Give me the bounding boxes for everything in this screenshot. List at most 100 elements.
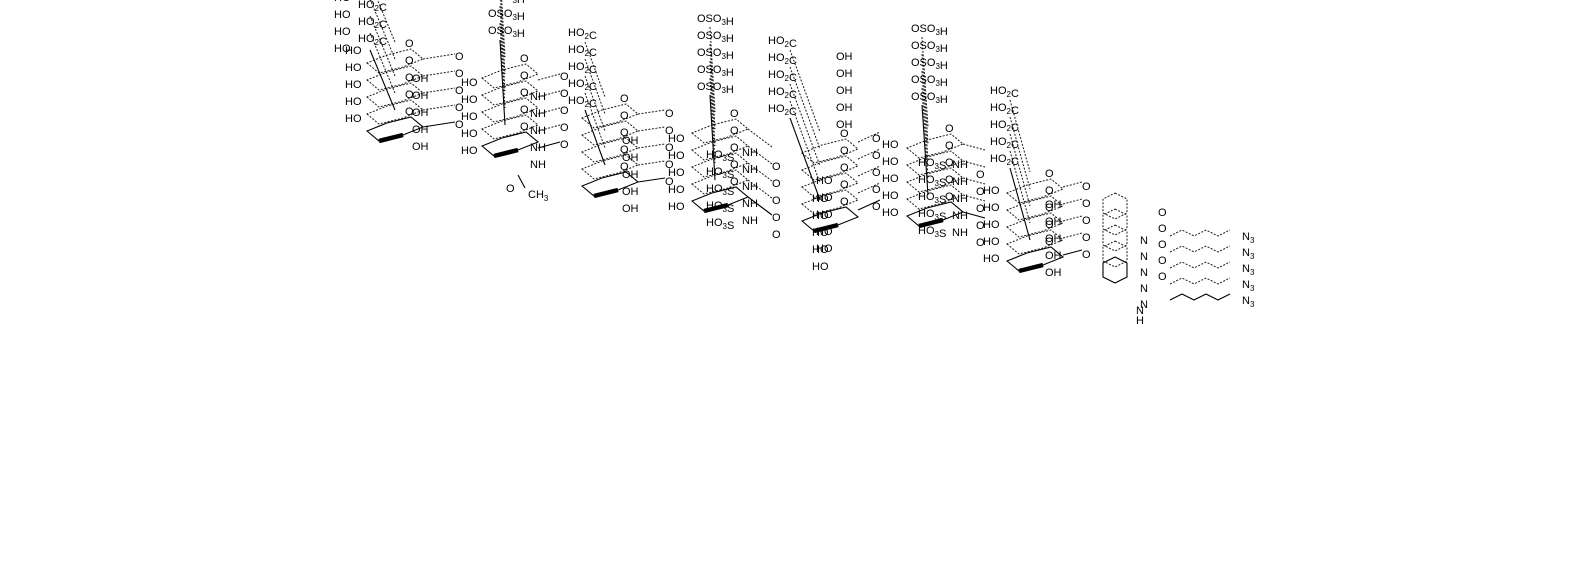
amine-label: NH	[742, 215, 758, 227]
sulfate-label: OSO3H	[911, 74, 948, 89]
amide-nitrogen-label: N	[1140, 235, 1148, 247]
bond	[789, 49, 821, 133]
sugar-ring: O	[366, 55, 424, 91]
carboxyl-label: HO2C	[568, 27, 597, 42]
glycosidic-oxygen-label: O	[772, 161, 781, 173]
sugar-ring: O	[1006, 202, 1064, 238]
carboxyl-label: HO2C	[768, 52, 797, 67]
hydroxyl-label: OH	[1045, 199, 1062, 211]
ring-oxygen-label: O	[730, 142, 739, 154]
carboxyl-label: HO2C	[568, 78, 597, 93]
bond	[857, 199, 881, 211]
bond	[747, 145, 773, 165]
sulfate-label: OSO3H	[697, 13, 734, 28]
hydroxyl-label: HO	[334, 0, 351, 4]
azide-label: N3	[1242, 279, 1255, 293]
sugar-ring: O	[800, 196, 860, 234]
amine-label: NH	[742, 181, 758, 193]
ring-bonds	[581, 137, 639, 163]
ring-oxygen-label: O	[945, 174, 954, 186]
ring-bonds	[366, 99, 424, 125]
pentyl-chain	[1169, 277, 1231, 285]
bond	[376, 0, 396, 43]
ring-bonds	[481, 97, 539, 123]
sulfate-label: OSO3H	[697, 81, 734, 96]
bond	[593, 187, 619, 199]
glycosidic-oxygen-label: O	[872, 201, 881, 213]
sugar-ring: O	[581, 144, 639, 180]
bond	[789, 66, 821, 150]
bond	[422, 87, 456, 94]
glycosidic-oxygen-label: O	[560, 88, 569, 100]
methyl-label: CH3	[528, 189, 549, 203]
glycosidic-oxygen-label: O	[560, 71, 569, 83]
ring-oxygen-label: O	[620, 110, 629, 122]
ring-oxygen-label: O	[620, 127, 629, 139]
phenyl-ring	[1102, 208, 1128, 236]
bond	[637, 126, 666, 132]
hydroxyl-label: OH	[622, 186, 639, 198]
glycosidic-oxygen-label: O	[872, 184, 881, 196]
sugar-ring: O	[366, 72, 424, 108]
ring-bonds	[366, 48, 424, 74]
sugar-ring: O	[691, 159, 749, 195]
sugar-ring: O	[801, 179, 859, 215]
phenyl-ring	[1102, 224, 1128, 252]
glycosidic-oxygen-label: O	[1082, 215, 1091, 227]
bond	[1062, 198, 1083, 205]
amine-label: NH	[530, 142, 546, 154]
sulfo-label: HO3S	[706, 217, 734, 232]
ring-oxygen-label: O	[945, 123, 954, 135]
bond	[501, 0, 506, 58]
sugar-ring: O	[801, 145, 859, 181]
amine-label: NH	[952, 227, 968, 239]
sugar-ring: O	[481, 104, 539, 140]
hydroxyl-label: HO	[668, 133, 685, 145]
glycosidic-oxygen-label: O	[872, 150, 881, 162]
sulfo-label: HO3S	[918, 225, 946, 240]
carboxyl-label: HO2C	[990, 85, 1019, 100]
hydroxyl-label: HO	[334, 9, 351, 21]
bond	[709, 60, 716, 147]
ring-oxygen-label: O	[730, 176, 739, 188]
bond	[637, 109, 666, 115]
ring-oxygen-label: O	[405, 38, 414, 50]
glycosidic-oxygen-label: O	[772, 229, 781, 241]
glycosidic-oxygen-label: O	[872, 133, 881, 145]
ring-oxygen-label: O	[520, 70, 529, 82]
bond	[1062, 232, 1083, 239]
bond	[918, 217, 944, 229]
bond	[537, 141, 561, 149]
carboxyl-label: HO2C	[568, 95, 597, 110]
bond	[1009, 133, 1031, 207]
amine-label: NH	[742, 147, 758, 159]
glycosidic-oxygen-label: O	[665, 108, 674, 120]
glycosidic-oxygen-label: O	[665, 159, 674, 171]
hydroxyl-label: HO	[983, 185, 1000, 197]
carboxyl-label: HO2C	[358, 33, 387, 48]
hydroxyl-label: HO	[668, 167, 685, 179]
sugar-ring: O	[906, 174, 964, 210]
sugar-ring: O	[801, 128, 859, 164]
bond	[1062, 181, 1083, 188]
bond	[369, 49, 396, 111]
hydroxyl-label: HO	[882, 139, 899, 151]
ring-oxygen-label: O	[520, 104, 529, 116]
bond	[921, 104, 929, 196]
sugar-ring: O	[691, 108, 749, 144]
bond	[857, 182, 881, 194]
hydroxyl-label: HO	[345, 45, 362, 57]
azide-label: N3	[1242, 295, 1255, 309]
sulfo-label: HO3S	[918, 208, 946, 223]
pentyl-chain	[1169, 293, 1231, 301]
bond	[369, 0, 396, 60]
ring-oxygen-label: O	[405, 106, 414, 118]
hydroxyl-label: OH	[1045, 233, 1062, 245]
hydroxyl-label: HO	[812, 244, 829, 256]
amide-nitrogen-label: N	[1140, 267, 1148, 279]
bond	[584, 41, 606, 98]
glycosidic-oxygen-label: O	[1082, 232, 1091, 244]
bond	[637, 143, 666, 149]
ring-bonds	[581, 154, 639, 180]
